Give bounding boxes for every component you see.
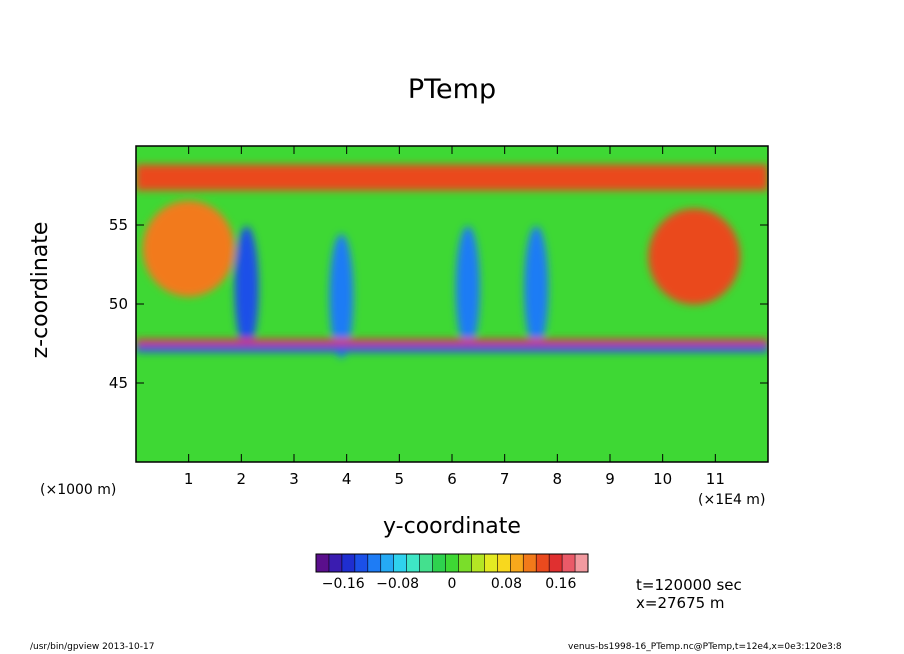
y-unit-label: (×1E4 m) [698, 492, 766, 508]
colorbar-frame [315, 553, 589, 573]
x-tick-label: 9 [605, 470, 615, 488]
colorbar-swatch [406, 554, 421, 572]
colorbar-swatch [484, 554, 498, 572]
y-tick-label: 50 [109, 295, 128, 313]
field-region-cold-band [136, 344, 768, 353]
x-tick-label: 1 [184, 470, 194, 488]
colorbar-swatch [432, 554, 447, 572]
x-tick-label: 3 [289, 470, 299, 488]
x-tick-label: 8 [553, 470, 563, 488]
colorbar-tick-label: −0.08 [376, 576, 419, 592]
x-tick-label: 4 [342, 470, 352, 488]
field-background [136, 146, 768, 462]
colorbar-tick-label: 0 [448, 576, 457, 592]
colorbar-swatch [458, 554, 472, 572]
colorbar-swatch [419, 554, 434, 572]
colorbar-swatch [562, 554, 576, 572]
colorbar-swatch [523, 554, 537, 572]
field-region-warm-blob [142, 200, 235, 297]
heatmap-field [136, 146, 768, 462]
colorbar-swatch [510, 554, 524, 572]
field-region-cold-streak [455, 226, 480, 351]
info-x: x=27675 m [636, 594, 725, 612]
x-tick-label: 11 [706, 470, 725, 488]
y-tick-label: 45 [109, 374, 128, 392]
colorbar-swatch [316, 554, 330, 572]
y-tick-label: 55 [109, 216, 128, 234]
field-region-warm-band [136, 338, 768, 345]
colorbar-swatch [354, 554, 369, 572]
colorbar-tick-label: 0.16 [545, 576, 576, 592]
colorbar-swatch [536, 554, 550, 572]
y-axis-label: z-coordinate [28, 221, 53, 359]
colorbar-swatch [328, 554, 343, 572]
colorbar-swatch [445, 554, 459, 572]
footer-right: venus-bs1998-16_PTemp.nc@PTemp,t=12e4,x=… [568, 642, 842, 652]
colorbar-swatch [380, 554, 395, 572]
info-time: t=120000 sec [636, 576, 742, 594]
field-region-cold-streak [524, 226, 549, 351]
chart-title: PTemp [407, 74, 497, 105]
colorbar-swatch [575, 554, 589, 572]
field-region-cold-streak [329, 234, 354, 359]
x-tick-label: 2 [237, 470, 247, 488]
colorbar: −0.16 −0.08 0 0.08 0.16 [315, 553, 589, 592]
x-axis-label: y-coordinate [383, 514, 521, 539]
field-region-warm-blob [648, 208, 741, 305]
info-box: t=120000 sec x=27675 m [636, 576, 742, 612]
colorbar-swatch [393, 554, 408, 572]
colorbar-swatch [471, 554, 485, 572]
colorbar-swatch [497, 554, 511, 572]
field-region-warm-band [136, 164, 768, 191]
x-tick-label: 10 [653, 470, 672, 488]
x-unit-label: (×1000 m) [40, 482, 117, 498]
footer-left: /usr/bin/gpview 2013-10-17 [30, 642, 155, 652]
x-tick-label: 7 [500, 470, 510, 488]
x-tick-label: 6 [447, 470, 457, 488]
colorbar-tick-label: −0.16 [322, 576, 365, 592]
field-region-cold-streak [234, 226, 259, 351]
colorbar-tick-label: 0.08 [491, 576, 522, 592]
colorbar-swatch [549, 554, 563, 572]
colorbar-swatch [367, 554, 382, 572]
colorbar-swatch [341, 554, 356, 572]
x-tick-label: 5 [395, 470, 405, 488]
